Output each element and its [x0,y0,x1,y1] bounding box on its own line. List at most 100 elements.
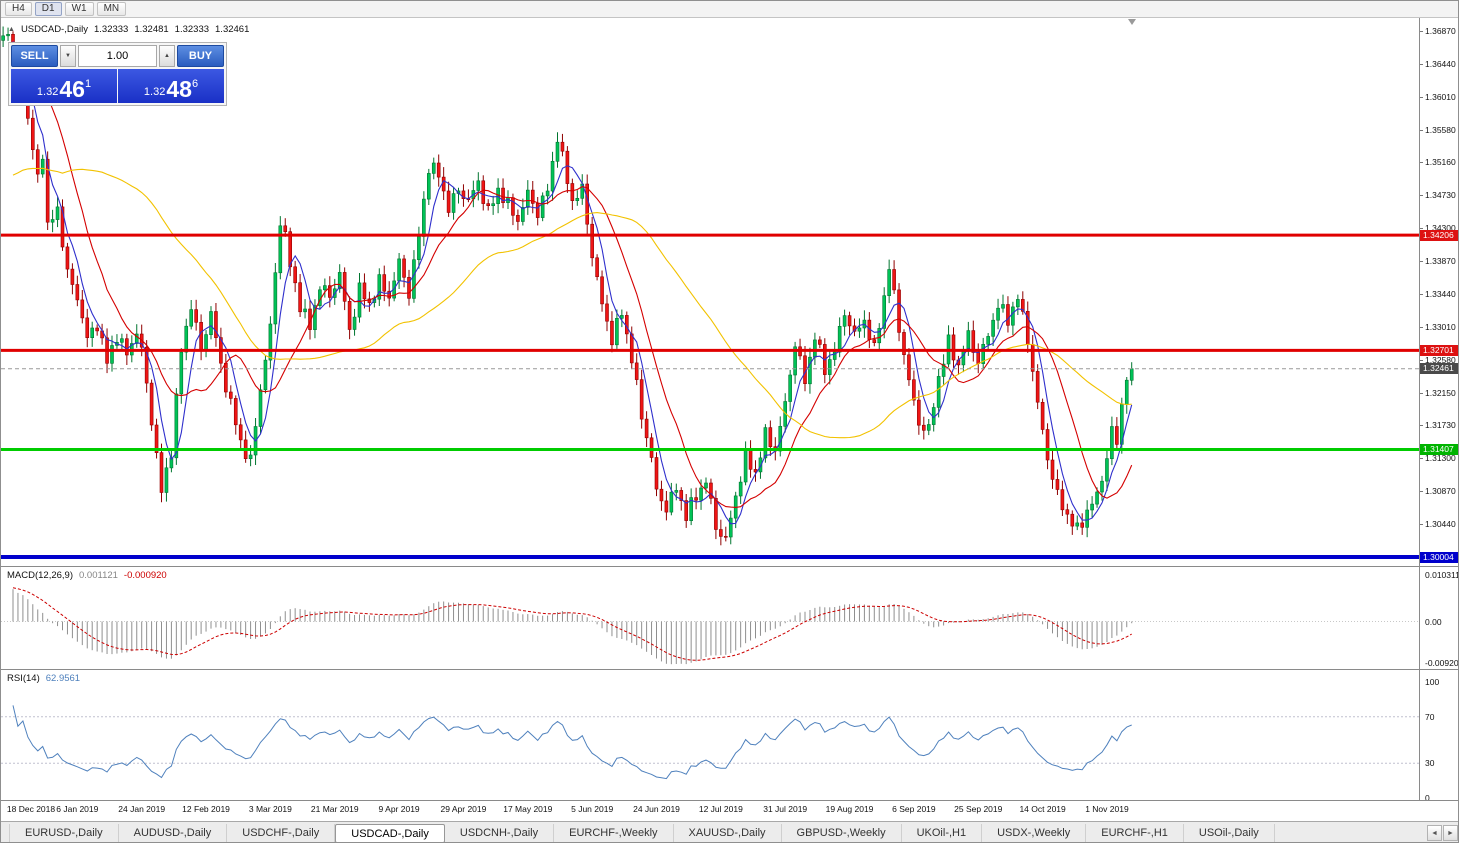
macd-name: MACD(12,26,9) [7,570,73,581]
tab-ukoil-h1[interactable]: UKOil-,H1 [902,823,983,842]
buy-button[interactable]: BUY [177,45,224,67]
tab-usdchf-daily[interactable]: USDCHF-,Daily [227,823,336,842]
price-badge-1-32461: 1.32461 [1420,363,1458,375]
rsi-indicator-label: RSI(14) 62.9561 [7,673,80,684]
buy-price-display[interactable]: 1.32 48 6 [118,69,224,103]
panel-separator-main-macd[interactable] [1,566,1458,567]
tab-usoil-daily[interactable]: USOil-,Daily [1184,823,1275,842]
volume-decrease-button[interactable]: ▼ [60,45,76,67]
candles-group [1,26,1419,559]
price-axis-label: 1.33440 [1425,288,1456,299]
collapse-panel-icon[interactable]: ▲ [8,26,15,33]
price-badge-1-30004: 1.30004 [1420,551,1458,563]
price-axis-label: 1.32150 [1425,387,1456,398]
panel-separator-macd-rsi[interactable] [1,669,1458,670]
sell-button[interactable]: SELL [11,45,58,67]
sell-price-display[interactable]: 1.32 46 1 [11,69,117,103]
price-axis-label: 1.30440 [1425,518,1456,529]
timeframe-button-w1[interactable]: W1 [64,2,94,16]
tab-xauusd-daily[interactable]: XAUUSD-,Daily [674,823,782,842]
price-axis-tick [1420,96,1423,98]
chart-shift-marker[interactable] [1128,19,1136,25]
chart-symbol-label: USDCAD-,Daily [20,24,88,35]
macd-panel [1,587,1419,665]
tabs-scroll-left-button[interactable]: ◄ [1427,825,1442,841]
panel-separator-rsi-dates [1,800,1458,801]
date-axis-label: 1 Nov 2019 [1085,804,1129,814]
volume-increase-button[interactable]: ▲ [159,45,175,67]
ohlc-high: 1.32481 [134,24,169,35]
tab-scroll-arrows: ◄ ► [1427,825,1458,841]
chart-ohlc-header: ▲ USDCAD-,Daily 1.32333 1.32481 1.32333 … [8,24,249,35]
price-axis-tick [1420,523,1423,525]
price-axis-tick [1420,490,1423,492]
volume-input[interactable] [78,45,157,67]
price-axis-tick [1420,424,1423,426]
rsi-axis-label: 100 [1425,677,1440,687]
price-axis-label: 1.30870 [1425,485,1456,496]
chart-tabs: EURUSD-,Daily AUDUSD-,Daily USDCHF-,Daily U… [9,823,1275,842]
rsi-value: 62.9561 [45,673,81,684]
price-axis-label: 1.33870 [1425,255,1456,266]
tabs-scroll-right-button[interactable]: ► [1443,825,1458,841]
date-axis-label: 14 Oct 2019 [1019,804,1066,814]
tab-usdcnh-daily[interactable]: USDCNH-,Daily [445,823,555,842]
price-axis-label: 1.34730 [1425,189,1456,200]
price-axis-tick [1420,227,1423,229]
tab-eurusd-daily[interactable]: EURUSD-,Daily [9,823,119,842]
date-axis-label: 24 Jan 2019 [118,804,166,814]
sell-price-prefix: 1.32 [36,86,59,98]
date-axis-label: 5 Jun 2019 [571,804,614,814]
timeframe-button-h4[interactable]: H4 [5,2,32,16]
ohlc-low: 1.32333 [174,24,210,35]
price-axis-label: 1.35160 [1425,157,1456,167]
timeframe-button-mn[interactable]: MN [96,2,127,16]
macd-indicator-label: MACD(12,26,9) 0.001121 -0.000920 [7,570,167,581]
price-badge-1-34206: 1.34206 [1420,229,1458,241]
one-click-trading-panel: SELL ▼ ▲ BUY 1.32 46 1 1.32 48 6 [8,42,227,106]
tab-audusd-daily[interactable]: AUDUSD-,Daily [119,823,228,842]
tab-usdx-weekly[interactable]: USDX-,Weekly [982,823,1087,842]
macd-axis-label: 0.00 [1425,616,1442,627]
macd-main-value: 0.001121 [79,570,118,581]
date-axis-label: 6 Sep 2019 [892,804,936,814]
date-axis-label: 12 Jul 2019 [698,804,743,814]
rsi-axis-label: 0 [1425,793,1430,803]
ma-13-line [12,60,1133,508]
tab-eurchf-weekly[interactable]: EURCHF-,Weekly [554,823,674,842]
date-axis-label: 18 Dec 2018 [6,804,56,814]
one-click-prices-row: 1.32 46 1 1.32 48 6 [11,69,224,103]
ma-45-line [12,167,1132,439]
price-axis-label: 1.36440 [1425,58,1456,69]
price-axis-tick [1420,293,1423,295]
price-badge-1-32701: 1.32701 [1420,344,1458,356]
price-axis-label: 1.35580 [1425,124,1456,135]
chart-tab-bar: EURUSD-,Daily AUDUSD-,Daily USDCHF-,Daily U… [1,821,1458,842]
tab-usdcad-daily[interactable]: USDCAD-,Daily [335,823,445,842]
timeframe-toolbar: H4 D1 W1 MN [1,1,1458,18]
date-axis-label: 3 Mar 2019 [248,804,292,814]
rsi-axis-label: 70 [1425,711,1435,722]
price-axis-tick [1420,457,1423,459]
price-badge-1-31407: 1.31407 [1420,444,1458,456]
price-axis-label: 1.31300 [1425,452,1456,463]
tab-gbpusd-weekly[interactable]: GBPUSD-,Weekly [782,823,902,842]
rsi-line [12,705,1132,780]
timeframe-bar: H4 D1 W1 MN [5,2,127,16]
macd-axis-label: 0.010311 [1425,570,1459,580]
price-axis-label: 1.36010 [1425,91,1456,102]
ma-5-line [12,41,1133,525]
price-axis-label: 1.34300 [1425,222,1456,233]
price-axis-tick [1420,162,1423,163]
price-axis: 1.36870 1.36440 1.36010 1.35580 1.35160 1.347… [1420,18,1459,803]
price-axis-label: 1.33010 [1425,321,1456,332]
timeframe-button-d1[interactable]: D1 [34,2,62,16]
macd-signal-value: -0.000920 [123,570,167,581]
date-axis-label: 19 Aug 2019 [825,804,874,814]
tab-eurchf-h1[interactable]: EURCHF-,H1 [1086,823,1184,842]
macd-signal-line [12,587,1132,661]
sell-price-pipette: 1 [84,78,92,90]
chart-canvas[interactable] [1,1,1420,801]
sell-price-big: 46 [59,76,85,102]
